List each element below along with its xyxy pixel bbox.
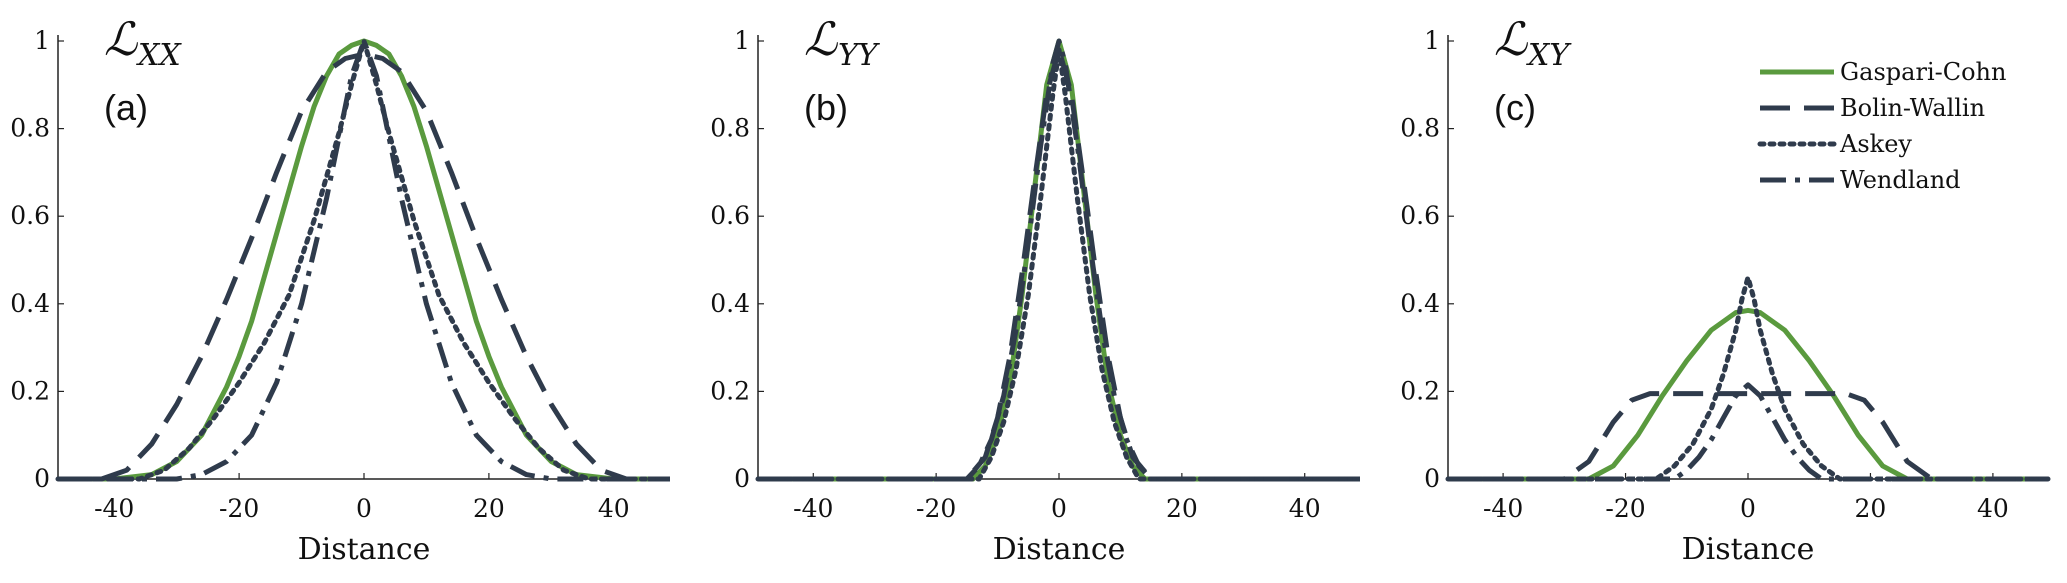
- x-tick-label: 0: [1051, 494, 1067, 523]
- x-tick-label: 40: [598, 494, 630, 523]
- y-tick-label: 0.6: [1400, 201, 1440, 230]
- series-line-askey: [755, 47, 1363, 482]
- series-line-wendland: [1448, 382, 2048, 482]
- x-tick-label: 20: [473, 494, 505, 523]
- legend-label: Gaspari-Cohn: [1840, 58, 2006, 86]
- title-main: ℒ: [1494, 12, 1528, 66]
- legend-label: Bolin-Wallin: [1840, 94, 1985, 122]
- series-line-bolin-wallin: [1448, 391, 2048, 482]
- series-line-bolin-wallin: [58, 51, 670, 482]
- x-tick-label: -20: [916, 494, 956, 523]
- legend-label: Askey: [1839, 130, 1912, 158]
- x-tick-label: 40: [1289, 494, 1321, 523]
- y-tick-label: 0.6: [710, 201, 750, 230]
- panel-a: 0 0.2 0.4 0.6 0.8 1 -40 -20 0 20 40 Distance ℒ XX (a): [10, 12, 673, 567]
- x-tick-label: -40: [1483, 494, 1523, 523]
- y-tick-label: 0.2: [710, 376, 750, 405]
- y-tick-label: 1: [34, 26, 50, 55]
- y-tick-label: 0.8: [1400, 114, 1440, 143]
- y-tick-label: 0: [34, 464, 50, 493]
- panel-label: (a): [104, 87, 148, 128]
- y-tick-label: 0.4: [710, 289, 750, 318]
- title-sub: YY: [838, 38, 881, 73]
- series-line-gaspari-cohn: [758, 38, 1360, 482]
- series-line-askey: [1445, 275, 2051, 482]
- title-sub: XY: [1526, 38, 1572, 73]
- x-tick-label: -40: [94, 494, 134, 523]
- panel-title: ℒ YY: [804, 12, 881, 73]
- y-tick-label: 0.8: [710, 114, 750, 143]
- panel-title: ℒ XY: [1494, 12, 1572, 73]
- title-sub: XX: [136, 38, 182, 73]
- y-tick-label: 1: [734, 26, 750, 55]
- y-tick-label: 1: [1424, 26, 1440, 55]
- x-tick-label: 0: [356, 494, 372, 523]
- y-tick-label: 0.6: [10, 201, 50, 230]
- title-main: ℒ: [104, 12, 138, 66]
- series-line-gaspari-cohn: [1448, 307, 2048, 482]
- panel-label: (c): [1494, 87, 1536, 128]
- panel-b: 0 0.2 0.4 0.6 0.8 1 -40 -20 0 20 40 Distance ℒ YY (b): [710, 12, 1363, 567]
- title-main: ℒ: [804, 12, 838, 66]
- y-tick-label: 0.8: [10, 114, 50, 143]
- y-tick-label: 0.4: [1400, 289, 1440, 318]
- x-tick-label: 40: [1977, 494, 2009, 523]
- y-tick-label: 0.2: [1400, 376, 1440, 405]
- panel-label: (b): [804, 87, 848, 128]
- legend: Gaspari-Cohn Bolin-Wallin Askey Wendland: [1757, 58, 2006, 194]
- x-axis-label: Distance: [298, 532, 431, 567]
- x-tick-label: -20: [1605, 494, 1645, 523]
- y-tick-label: 0: [734, 464, 750, 493]
- series-line-askey: [55, 38, 673, 482]
- x-axis-label: Distance: [1682, 532, 1815, 567]
- series-line-gaspari-cohn: [58, 38, 670, 482]
- x-tick-label: 20: [1855, 494, 1887, 523]
- panel-c: 0 0.2 0.4 0.6 0.8 1 -40 -20 0 20 40 Distance ℒ XY (c) G…: [1400, 12, 2051, 567]
- panel-title: ℒ XX: [104, 12, 182, 73]
- x-tick-label: 0: [1740, 494, 1756, 523]
- x-axis-label: Distance: [993, 532, 1126, 567]
- x-tick-label: -40: [793, 494, 833, 523]
- x-tick-label: -20: [219, 494, 259, 523]
- series-line-wendland: [58, 38, 670, 482]
- series-line-bolin-wallin: [758, 47, 1360, 482]
- legend-label: Wendland: [1840, 166, 1961, 194]
- series-line-wendland: [758, 38, 1360, 482]
- y-tick-label: 0: [1424, 464, 1440, 493]
- y-tick-label: 0.4: [10, 289, 50, 318]
- x-tick-label: 20: [1166, 494, 1198, 523]
- y-tick-label: 0.2: [10, 376, 50, 405]
